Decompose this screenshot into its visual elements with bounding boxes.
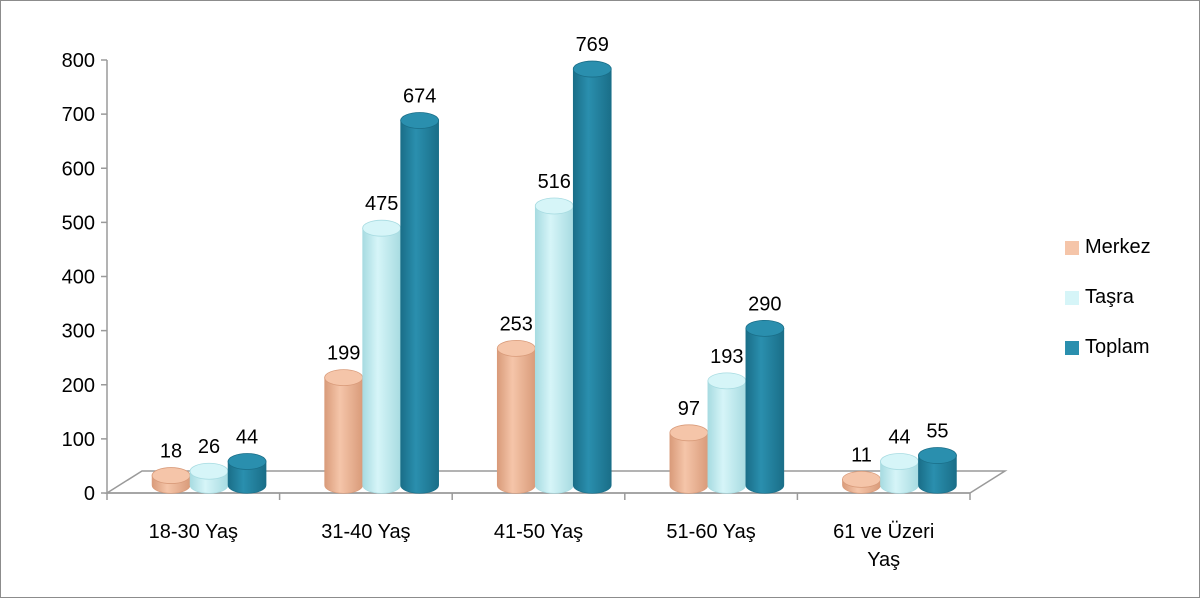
y-tick-label: 500 [62, 212, 95, 234]
bar-merkez-4 [842, 470, 881, 494]
data-label: 769 [576, 34, 609, 56]
legend-label-toplam: Toplam [1085, 336, 1150, 358]
bar-tasra-2 [534, 197, 574, 494]
y-tick-label: 0 [84, 483, 95, 505]
x-tick-label: 31-40 Yaş [321, 521, 410, 543]
bar-merkez-2 [496, 339, 536, 494]
legend-item-merkez: Merkez [1065, 236, 1151, 259]
y-tick-label: 700 [62, 104, 95, 126]
y-tick-label: 200 [62, 375, 95, 397]
bar-merkez-1 [324, 369, 364, 494]
x-tick-label: 41-50 Yaş [494, 521, 583, 543]
data-label: 55 [926, 421, 948, 443]
data-label: 97 [678, 398, 700, 420]
bar-tasra-1 [362, 219, 402, 494]
data-label: 290 [748, 293, 781, 315]
y-tick-label: 600 [62, 158, 95, 180]
bar-merkez-0 [151, 467, 191, 494]
data-label: 44 [236, 426, 258, 448]
data-label: 253 [500, 313, 533, 335]
x-tick-label: 51-60 Yaş [666, 521, 755, 543]
bar-tasra-4 [880, 453, 919, 494]
data-label: 193 [710, 346, 743, 368]
bars-group [151, 60, 957, 494]
data-labels-group: 18 26 44 199 475 674 253 516 769 97 193 290 11 44 55 [160, 34, 949, 466]
legend-item-toplam: Toplam [1065, 336, 1149, 359]
bar-toplam-1 [400, 112, 440, 494]
bar-tasra-0 [189, 462, 229, 494]
x-tick-label: 61 ve Üzeri Yaş [833, 521, 934, 571]
bar-toplam-3 [745, 319, 785, 494]
legend-label-merkez: Merkez [1085, 236, 1151, 258]
data-label: 44 [888, 426, 910, 448]
y-tick-label: 800 [62, 50, 95, 72]
bar-merkez-3 [669, 424, 709, 494]
data-label: 475 [365, 193, 398, 215]
bar-toplam-4 [918, 447, 957, 494]
y-tick-label: 400 [62, 267, 95, 289]
legend-swatch-merkez [1065, 240, 1079, 255]
data-label: 516 [538, 171, 571, 193]
bar-toplam-2 [572, 60, 612, 494]
bar-toplam-0 [227, 453, 267, 494]
data-label: 674 [403, 85, 436, 107]
bar-tasra-3 [707, 372, 747, 494]
data-label: 18 [160, 441, 182, 463]
x-tick-label: 18-30 Yaş [149, 521, 238, 543]
y-tick-label: 100 [62, 429, 95, 451]
legend-item-tasra: Taşra [1065, 286, 1134, 309]
legend-label-tasra: Taşra [1085, 286, 1134, 308]
y-tick-label: 300 [62, 321, 95, 343]
legend-swatch-toplam [1065, 340, 1079, 355]
data-label: 199 [327, 343, 360, 365]
data-label: 26 [198, 436, 220, 458]
data-label: 11 [851, 444, 872, 466]
legend-swatch-tasra [1065, 290, 1079, 305]
